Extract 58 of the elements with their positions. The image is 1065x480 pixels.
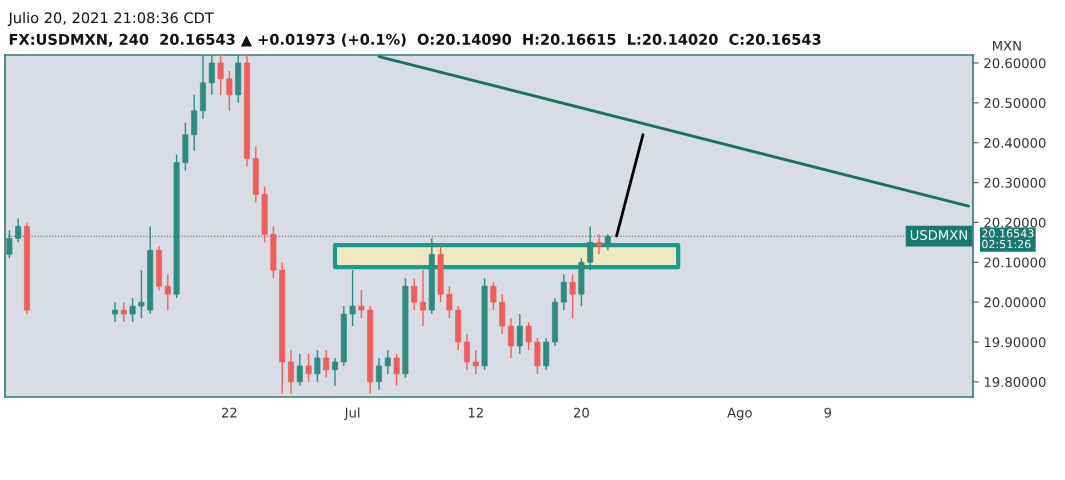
text: 20.16543 02:51:26 [982,229,1034,249]
candlestick [534,337,541,375]
candlestick [191,94,198,152]
candlestick [332,357,338,387]
y-tick-label: 20.30000 [984,177,1046,188]
y-tick-label: 20.50000 [984,98,1046,109]
chart-title: Julio 20, 2021 21:08:36 CDT [7,12,214,26]
x-tick-label: Jul [343,407,360,421]
x-tick-label: 12 [468,407,483,418]
candlestick [560,273,567,311]
x-tick-label: 20 [573,407,589,418]
ref-line-label: USDMXN [910,230,967,241]
candlestick [358,289,365,319]
candlestick [15,217,22,244]
candlestick [499,293,506,335]
candlestick [393,353,400,387]
candlestick [164,273,171,311]
x-tick-label: 22 [221,407,237,418]
candlestick [543,337,550,371]
candlestick [129,297,136,323]
candlestick [6,229,13,259]
candlestick [226,70,233,112]
y-tick-label: 20.00000 [984,297,1046,308]
candlestick [138,269,145,319]
candlestick [490,281,497,311]
y-tick-label: 19.90000 [984,337,1046,348]
x-tick-label: 9 [824,407,832,418]
candlestick [446,285,453,319]
candlestick [587,225,594,271]
y-tick-label: 20.10000 [984,257,1046,268]
candlestick [349,269,356,327]
candlestick [120,301,127,323]
candlestick [569,273,576,319]
candlestick [296,353,303,387]
candlestick [596,233,602,255]
candlestick [112,301,118,323]
y-tick-label: 20.20000 [984,217,1046,228]
chart-subtitle: FX:USDMXN, 240 20.16543 ▲ +0.01973 (+0.1%) O:20.14090 H:20.16615 L:20.14020 C:20.16543 [9,33,821,47]
candlestick [376,357,382,391]
candlestick [464,333,470,371]
candlestick [384,349,391,375]
candlestick [508,317,514,359]
y-tick-label: 20.40000 [984,137,1046,148]
candlestick [305,353,312,383]
candlestick [411,277,418,311]
candlestick [525,321,532,351]
candlestick [217,55,224,96]
y-tick-label: 19.80000 [984,377,1046,388]
candlestick [208,55,215,96]
candlestick [516,313,523,355]
candlestick [323,349,330,379]
y-axis-title: MXN [993,40,1021,51]
x-tick-label: Ago [727,407,752,421]
candlestick [472,349,479,375]
candlestick [420,269,426,327]
y-tick-label: 20.60000 [984,58,1046,69]
candlestick [288,349,294,395]
candlestick [314,349,321,383]
